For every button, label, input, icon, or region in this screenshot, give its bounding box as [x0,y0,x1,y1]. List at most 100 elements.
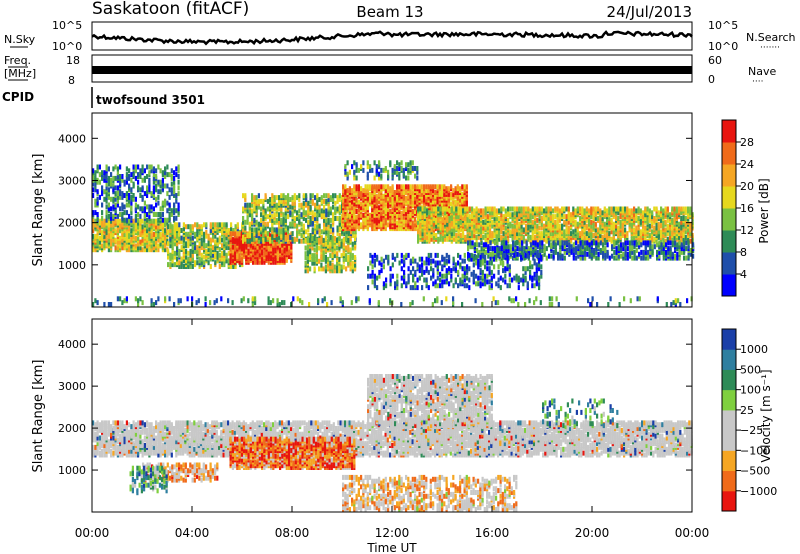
range-cell [284,206,287,212]
range-cell [98,194,101,200]
range-cell [610,229,613,235]
range-cell [101,230,104,236]
range-cell [119,174,122,179]
range-cell [421,214,424,220]
range-cell [617,206,620,212]
range-cell [454,203,457,209]
range-cell [284,195,287,201]
range-cell [393,195,396,201]
range-cell [187,231,190,237]
range-cell [296,229,299,235]
range-cell [585,234,588,240]
range-cell [389,209,392,214]
range-cell [322,266,325,272]
range-cell [354,233,357,238]
range-cell [105,217,108,223]
range-cell [357,199,360,205]
range-cell [325,233,328,238]
range-cell [279,242,282,248]
range-cell [556,236,559,242]
range-cell [116,228,119,234]
range-cell [216,222,219,228]
range-cell [455,233,458,238]
range-cell [309,193,312,199]
range-cell [203,231,206,237]
range-cell [290,244,293,250]
range-cell [354,239,357,245]
range-cell [148,204,151,210]
range-cell [194,222,197,228]
range-cell [242,234,245,240]
range-cell [579,231,582,237]
range-cell [274,248,277,254]
range-cell [253,206,256,212]
range-cell [463,193,466,199]
range-cell [441,206,444,212]
range-cell [121,220,124,226]
range-cell [405,207,408,213]
range-cell [565,206,568,212]
range-cell [176,245,179,251]
cpid-label: CPID [2,90,34,104]
range-cell [253,236,256,242]
range-cell [139,168,142,174]
range-cell [606,233,609,238]
range-cell [185,258,188,264]
range-cell [421,219,424,225]
range-cell [419,210,422,216]
range-cell [166,237,169,243]
range-cell [450,201,453,207]
range-cell [581,206,584,212]
range-cell [212,252,215,258]
range-cell [473,233,476,238]
range-cell [143,200,146,206]
range-cell [296,233,299,238]
nave-tick-top: 60 [708,54,722,67]
range-cell [177,191,180,197]
range-cell [267,252,270,258]
range-cell [280,193,283,199]
range-cell [128,224,131,230]
range-cell [384,220,387,226]
range-cell [567,225,570,231]
range-cell [212,237,215,243]
range-cell [209,264,212,269]
range-cell [260,236,263,242]
range-cell [189,228,192,233]
range-cell [284,214,287,220]
range-cell [322,249,325,255]
range-cell [447,186,450,192]
range-cell [178,226,181,232]
range-cell [221,250,224,256]
range-cell [157,217,160,223]
range-cell [558,223,561,229]
range-cell [205,233,208,239]
range-cell [362,191,365,197]
range-cell [255,195,258,201]
range-cell [173,262,176,268]
range-cell [251,236,254,242]
range-cell [146,193,149,198]
range-cell [463,188,466,194]
range-cell [429,190,432,195]
range-cell [191,224,194,230]
range-cell [610,217,613,223]
range-cell [421,231,424,237]
range-cell [169,262,172,268]
range-cell [592,212,595,218]
range-cell [205,243,208,249]
range-cell [572,233,575,238]
range-cell [351,264,354,270]
range-cell [565,225,568,231]
range-cell [429,184,432,190]
range-cell [105,164,108,170]
range-cell [320,253,323,259]
range-cell [311,210,314,216]
range-cell [148,177,151,183]
range-cell [574,219,577,225]
range-cell [175,172,178,178]
range-cell [327,256,330,262]
range-cell [336,260,339,266]
range-cell [628,227,631,233]
range-cell [218,252,221,258]
